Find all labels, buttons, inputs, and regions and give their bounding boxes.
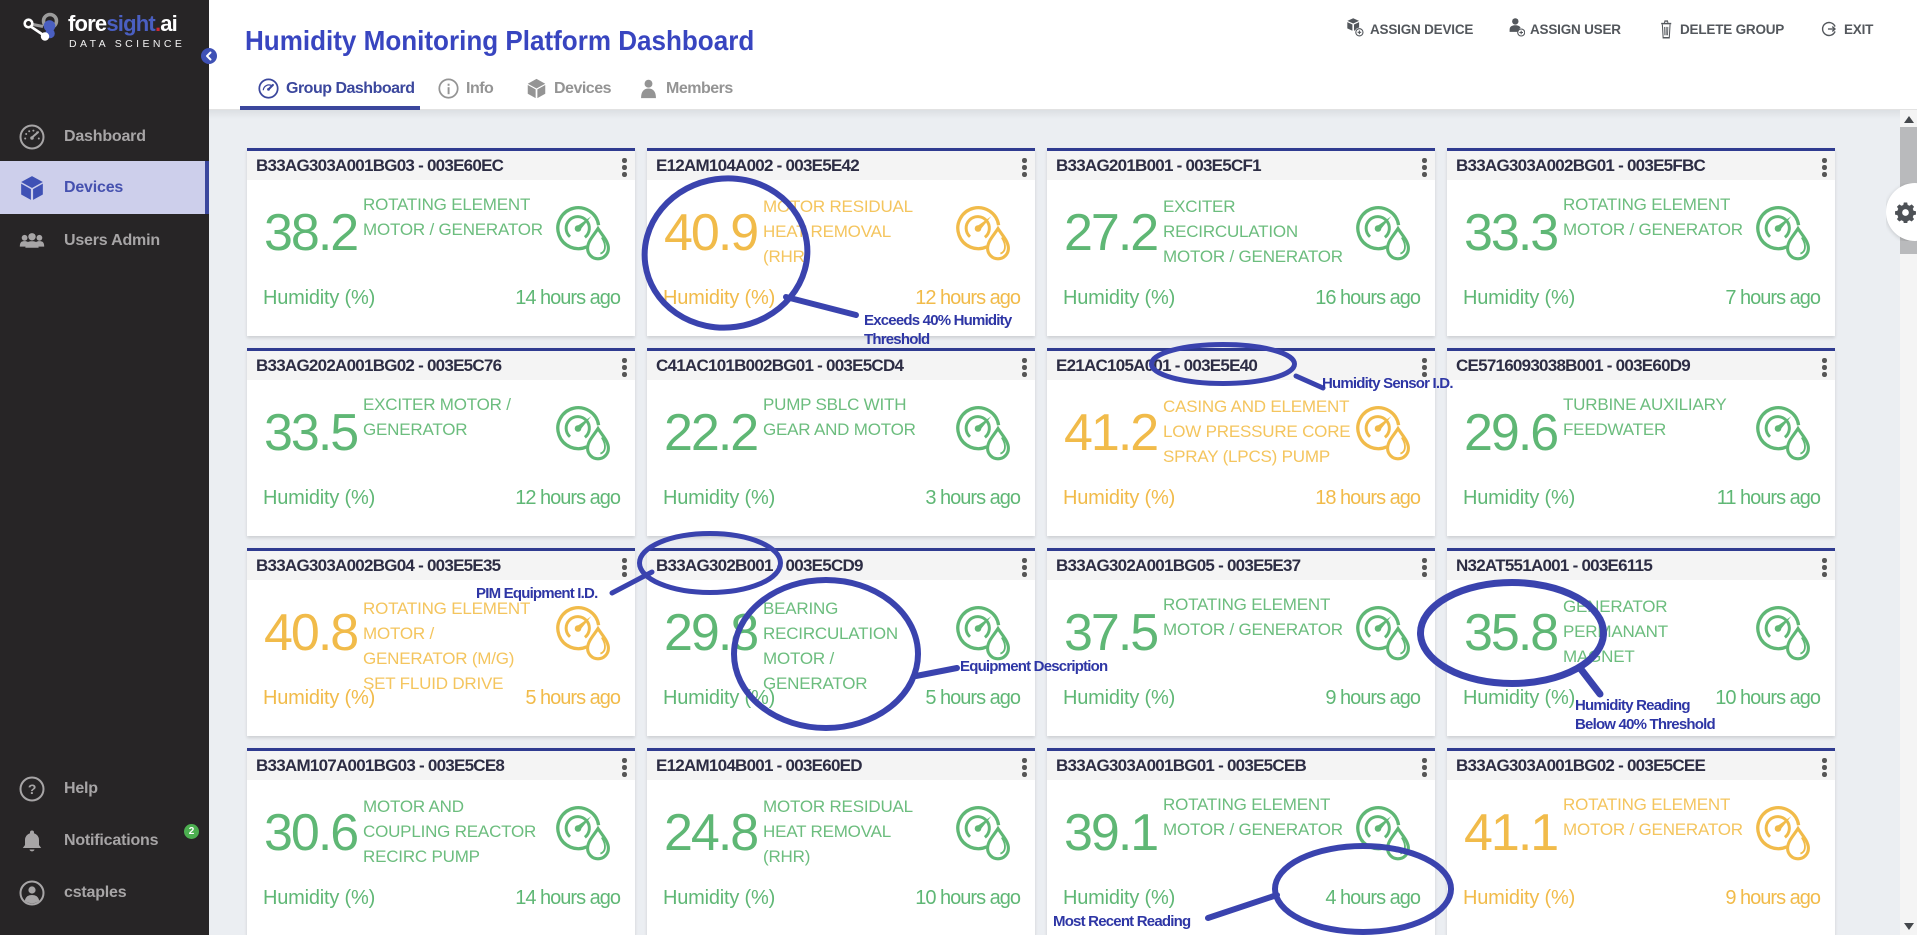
svg-text:?: ? (28, 781, 36, 797)
